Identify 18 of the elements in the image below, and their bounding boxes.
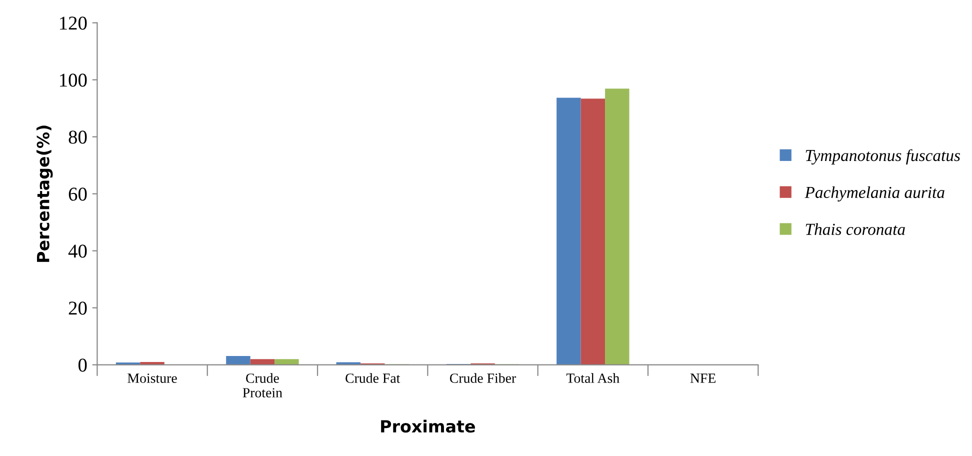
x-tick-label: NFE (690, 374, 716, 383)
y-tick-label: 40 (68, 244, 87, 258)
legend-label: Pachymelania aurita (804, 186, 944, 202)
legend-label: Tympanotonus fuscatus (806, 149, 960, 165)
x-tick-label: Total Ash (566, 373, 620, 383)
y-tick-label: 20 (68, 302, 87, 315)
x-tick-label: Crude Fiber (450, 373, 516, 383)
x-tick-label: Moisture (128, 374, 177, 383)
y-tick-label: 100 (60, 74, 87, 87)
y-tick-label: 0 (78, 358, 87, 372)
y-tick-label: 80 (68, 130, 87, 144)
y-axis-title: Percentage(%) (36, 126, 53, 262)
y-tick-label: 60 (68, 188, 87, 201)
x-tick-label: Crude Fat (346, 373, 400, 383)
x-tick-label: Crude Protein (242, 373, 282, 398)
y-tick-label: 120 (60, 16, 87, 30)
x-axis-title: Proximate (381, 420, 475, 433)
legend-label: Thais coronata (806, 223, 905, 235)
